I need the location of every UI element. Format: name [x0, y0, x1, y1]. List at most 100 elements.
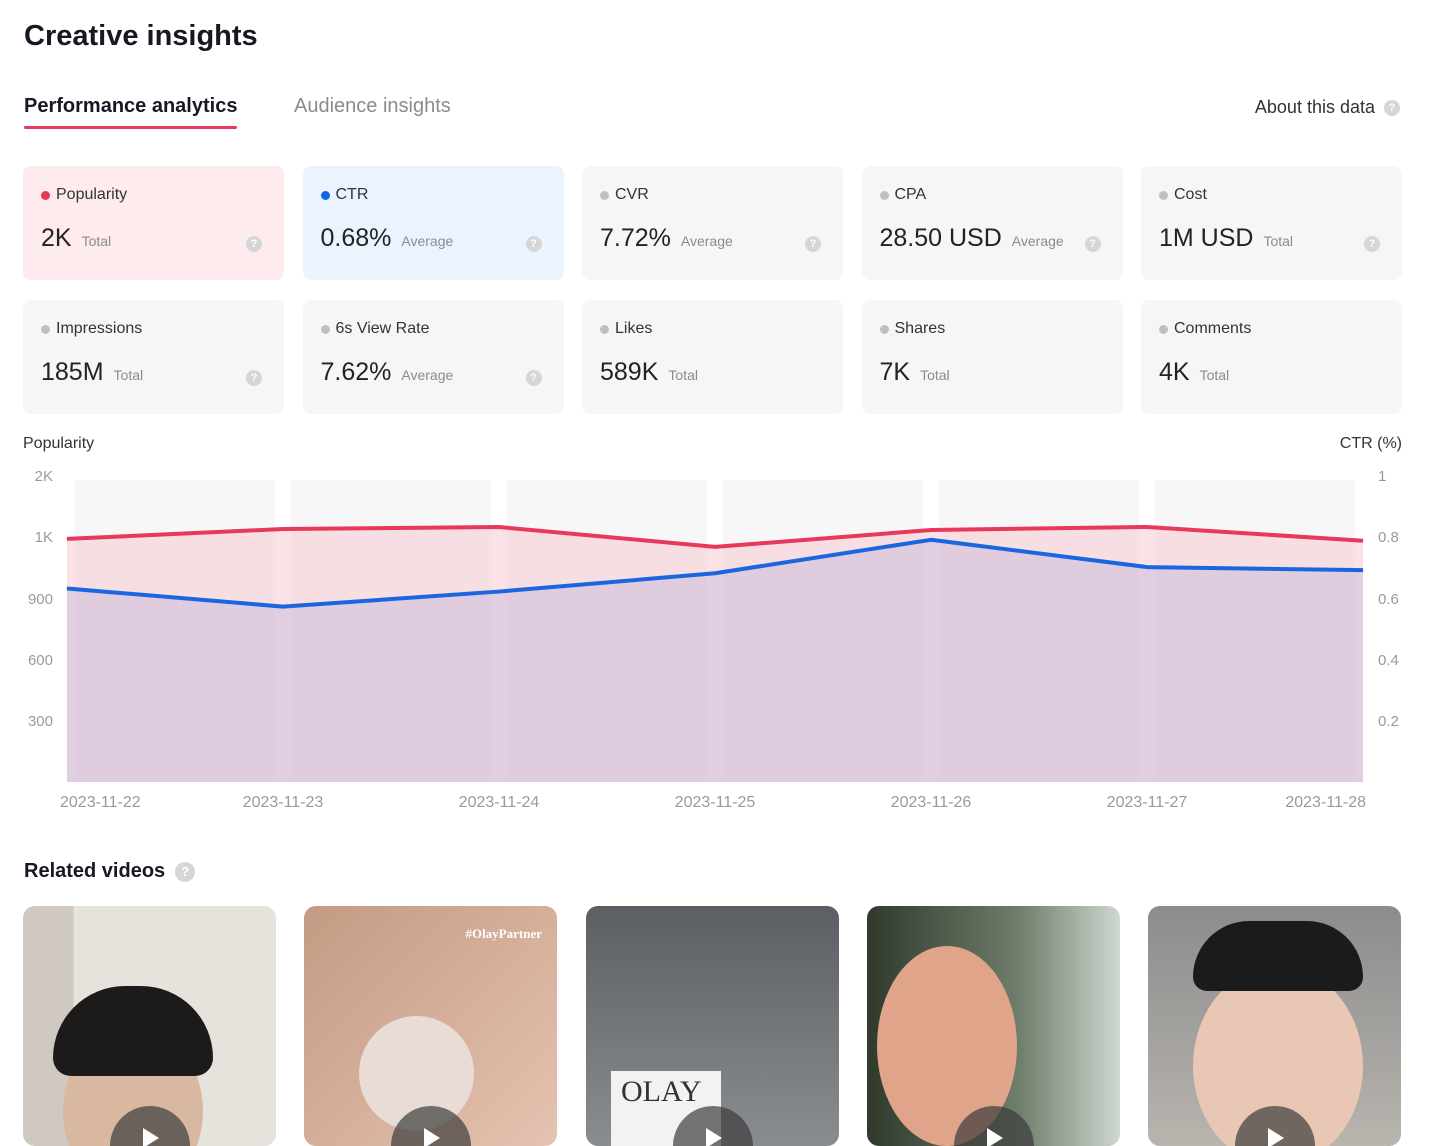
metric-value: 0.68%: [320, 224, 392, 252]
metric-cards: Popularity 2K Total? CTR 0.68% Average? CVR 7…: [23, 166, 1402, 414]
metric-sub: Total: [113, 367, 144, 383]
metric-card-likes[interactable]: Likes 589K Total: [582, 300, 843, 414]
dot-icon: [600, 324, 609, 334]
data-point: [1146, 566, 1148, 568]
x-tick-label: 2023-11-22: [60, 794, 141, 811]
metric-card-cpa[interactable]: CPA 28.50 USD Average?: [861, 166, 1123, 280]
metric-label: CVR: [615, 186, 649, 203]
data-point: [930, 529, 932, 531]
video-thumbnail-5[interactable]: [1148, 906, 1401, 1146]
help-icon[interactable]: ?: [175, 861, 196, 882]
video-thumbnail-1[interactable]: [23, 906, 276, 1146]
metric-label: CTR: [335, 186, 369, 203]
metric-label: Popularity: [56, 186, 128, 203]
metric-sub: Total: [81, 233, 112, 249]
metric-card-comments[interactable]: Comments 4K Total: [1141, 300, 1402, 414]
metric-value: 4K: [1159, 358, 1190, 386]
metric-card-ctr[interactable]: CTR 0.68% Average?: [302, 166, 564, 280]
metric-card-cost[interactable]: Cost 1M USD Total?: [1141, 166, 1402, 280]
metric-label: Shares: [894, 320, 946, 337]
video-thumbnail-3[interactable]: OLAY: [586, 906, 839, 1146]
video-thumbnail-4[interactable]: [867, 906, 1120, 1146]
data-point: [930, 539, 932, 541]
x-tick-label: 2023-11-23: [243, 794, 324, 811]
metric-label: Cost: [1174, 186, 1207, 203]
metric-sub: Total: [920, 367, 950, 383]
x-tick-label: 2023-11-24: [459, 794, 540, 811]
video-thumbnail-2[interactable]: #OlayPartner: [304, 906, 557, 1146]
metric-sub: Total: [1263, 233, 1294, 249]
metric-label: CPA: [894, 186, 927, 203]
left-tick-label: 1K: [35, 529, 53, 546]
metric-sub: Average: [401, 367, 454, 383]
help-icon[interactable]: ?: [1084, 236, 1101, 252]
data-point: [1146, 526, 1148, 528]
data-point: [714, 572, 716, 574]
help-icon[interactable]: ?: [1364, 236, 1380, 252]
x-tick-label: 2023-11-25: [675, 794, 756, 811]
data-point: [1362, 540, 1364, 542]
dot-icon: [600, 190, 609, 200]
dot-icon: [1159, 324, 1168, 334]
x-tick-label: 2023-11-27: [1107, 794, 1188, 811]
metric-card-popularity[interactable]: Popularity 2K Total?: [23, 166, 284, 280]
left-tick-label: 900: [28, 591, 53, 608]
data-point: [498, 526, 500, 528]
trend-chart: Popularity CTR (%) 2K 1K 900 600 300 1 0.8 0.6 0…: [0, 430, 1440, 820]
x-tick-label: 2023-11-26: [891, 794, 972, 811]
metric-card-cvr[interactable]: CVR 7.72% Average?: [582, 166, 843, 280]
metric-value: 185M: [41, 358, 104, 386]
metric-label: Comments: [1174, 320, 1252, 337]
right-tick-label: 0.4: [1378, 652, 1399, 669]
about-this-data-link[interactable]: About this data?: [1255, 97, 1400, 118]
metric-sub: Total: [668, 367, 698, 383]
tab-audience-insights[interactable]: Audience insights: [294, 95, 451, 117]
metric-card-6s-view-rate[interactable]: 6s View Rate 7.62% Average?: [302, 300, 564, 414]
data-point: [282, 528, 284, 530]
dot-icon: [320, 190, 330, 200]
help-icon[interactable]: ?: [246, 236, 262, 252]
metric-label: 6s View Rate: [335, 320, 430, 337]
help-icon[interactable]: ?: [525, 370, 542, 386]
metric-sub: Total: [1199, 367, 1230, 383]
metric-value: 1M USD: [1159, 224, 1254, 252]
help-icon[interactable]: ?: [246, 370, 262, 386]
dot-icon: [879, 190, 889, 200]
help-icon[interactable]: ?: [525, 236, 542, 252]
metric-value: 7.72%: [600, 224, 671, 252]
related-videos-heading: Related videos?: [24, 860, 196, 883]
about-label: About this data: [1254, 97, 1375, 117]
dot-icon: [41, 324, 50, 334]
metric-sub: Average: [680, 233, 733, 249]
metric-value: 7.62%: [320, 358, 392, 386]
metric-label: Likes: [615, 320, 653, 337]
left-tick-label: 2K: [35, 468, 53, 485]
right-tick-label: 0.6: [1378, 591, 1399, 608]
data-point: [498, 591, 500, 593]
left-axis-title: Popularity: [23, 435, 95, 452]
x-tick-label: 2023-11-28: [1285, 794, 1366, 811]
dot-icon: [41, 190, 50, 200]
metric-value: 7K: [879, 358, 911, 386]
metric-value: 589K: [600, 358, 659, 386]
page-title: Creative insights: [24, 20, 258, 52]
dot-icon: [1159, 190, 1168, 200]
metric-value: 2K: [41, 224, 72, 252]
dot-icon: [879, 324, 889, 334]
related-title: Related videos: [24, 860, 166, 882]
data-point: [66, 587, 68, 589]
video-caption: #OlayPartner: [465, 926, 542, 941]
dot-icon: [320, 324, 330, 334]
help-icon[interactable]: ?: [805, 236, 821, 252]
left-tick-label: 600: [28, 652, 53, 669]
right-tick-label: 0.8: [1378, 529, 1399, 546]
left-tick-label: 300: [28, 713, 53, 730]
metric-sub: Average: [1011, 233, 1064, 249]
metric-card-impressions[interactable]: Impressions 185M Total?: [23, 300, 284, 414]
data-point: [1362, 569, 1364, 571]
help-icon[interactable]: ?: [1384, 99, 1400, 116]
data-point: [714, 546, 716, 548]
metric-label: Impressions: [56, 320, 143, 337]
tab-performance-analytics[interactable]: Performance analytics: [24, 95, 238, 129]
metric-card-shares[interactable]: Shares 7K Total: [861, 300, 1123, 414]
